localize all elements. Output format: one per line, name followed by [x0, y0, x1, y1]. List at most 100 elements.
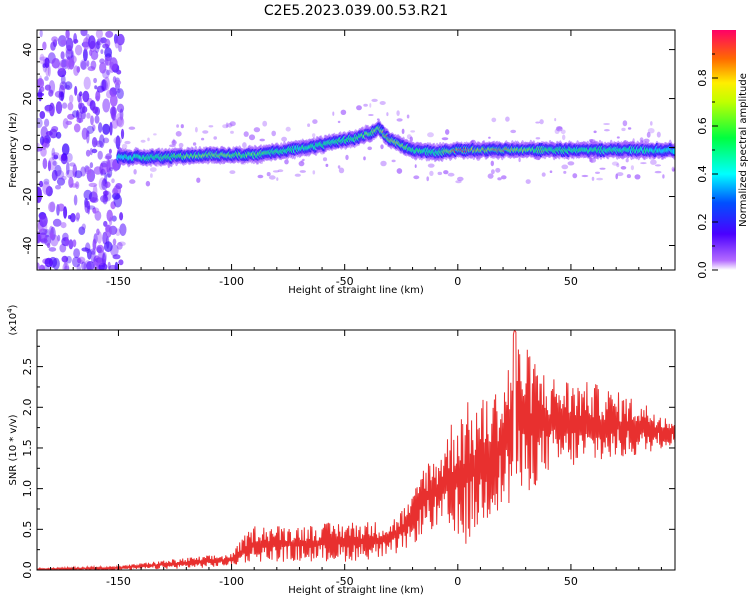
spectrogram-noise-blob [85, 149, 91, 157]
spectrogram-faint-blob [654, 170, 662, 174]
spectrogram-noise-blob [47, 65, 51, 77]
spectrogram-faint-blob [201, 137, 205, 141]
spectrogram-faint-blob [491, 169, 495, 175]
spectrogram-faint-blob [153, 133, 157, 136]
top-y-ticks: -40 -20 0 20 40 [21, 36, 675, 271]
spectrogram-noise-blob [111, 118, 119, 129]
spectrogram-faint-blob [656, 131, 661, 138]
spectrogram-faint-blob [276, 177, 279, 181]
spectrogram-faint-blob [625, 158, 629, 163]
spectrogram-noise-blob [109, 57, 118, 71]
spectrogram-noise-blob [60, 222, 67, 229]
spectrogram-noise-blob [76, 117, 84, 123]
spectrogram-noise-blob [116, 88, 124, 100]
spectrogram-faint-blob [391, 159, 396, 163]
y-tick-label: 40 [21, 43, 34, 57]
spectrogram-faint-blob [634, 174, 641, 180]
spectrogram-faint-blob [429, 170, 434, 176]
spectrogram-noise-blob [87, 248, 92, 260]
y-tick-label: 20 [21, 92, 34, 106]
spectrogram-noise-blob [64, 256, 68, 270]
spectrogram-noise-blob [81, 261, 87, 270]
spectrogram-faint-blob [202, 130, 209, 134]
spectrogram-noise-blob [40, 126, 48, 139]
spectrogram-faint-blob [549, 170, 553, 173]
spectrogram-noise-blob [73, 248, 80, 259]
spectrogram-noise-blob [118, 241, 126, 247]
spectrogram-faint-blob [243, 131, 249, 137]
colorbar-tick-label: 0.6 [696, 117, 709, 135]
spectrogram-noise-blob [65, 120, 73, 125]
spectrogram-noise-blob [67, 102, 74, 111]
spectrogram-noise-blob [95, 30, 103, 39]
spectrogram-faint-blob [312, 133, 316, 138]
spectrogram-faint-blob [627, 127, 632, 130]
spectrogram-noise-blob [61, 143, 70, 156]
spectrogram-faint-blob [437, 171, 443, 176]
spectrogram-noise-blob [83, 76, 91, 90]
spectrogram-noise-blob [109, 94, 118, 107]
spectrogram-faint-blob [225, 122, 229, 128]
spectrogram-noise-blob [109, 87, 117, 97]
spectrogram-faint-blob [555, 126, 563, 132]
y-tick-label: 1.5 [21, 439, 34, 457]
spectrogram-noise-blob [44, 118, 50, 128]
spectrogram-noise-blob [87, 205, 96, 210]
spectrogram-noise-blob [106, 173, 111, 178]
spectrogram-noise-blob [100, 195, 109, 203]
spectrogram-noise-blob [116, 33, 125, 46]
spectrogram-noise-blob [112, 76, 117, 83]
spectrogram-faint-blob [277, 169, 284, 173]
x-tick-label: -100 [219, 275, 244, 288]
spectrogram-noise-blob [72, 110, 79, 118]
spectrogram-noise-blob [80, 30, 88, 37]
spectrogram-faint-blob [616, 172, 624, 177]
spectrogram-faint-blob [367, 146, 373, 151]
spectrogram-noise-blob [105, 153, 112, 160]
spectrogram-faint-blob [495, 167, 501, 173]
spectrogram-faint-blob [406, 114, 410, 119]
spectrogram-faint-blob [501, 175, 507, 180]
spectrogram-noise-blob [37, 262, 40, 270]
spectrogram-noise-blob [81, 127, 88, 140]
spectrogram-noise-blob [116, 116, 125, 128]
y-tick-label: 1.0 [21, 480, 34, 498]
colorbar [712, 30, 736, 270]
spectrogram-faint-blob [505, 116, 510, 122]
spectrogram-faint-blob [271, 130, 277, 137]
spectrogram-noise-blob [118, 43, 122, 53]
spectrogram-noise-blob [96, 38, 101, 46]
spectrogram-noise-blob [44, 104, 53, 112]
spectrogram-noise-blob [57, 203, 65, 212]
spectrogram-noise-blob [57, 234, 61, 242]
top-x-ticks: -150 -100 -50 0 50 [50, 30, 662, 288]
spectrogram-noise-blob [62, 102, 68, 109]
spectrogram-noise-blob [89, 148, 93, 156]
spectrogram-noise-blob [73, 65, 79, 76]
spectrogram-faint-blob [222, 124, 229, 129]
top-x-axis-label: Height of straight line (km) [288, 285, 424, 296]
spectrogram-noise-blob [42, 158, 48, 170]
spectrogram-noise-blob [91, 148, 98, 154]
spectrogram-noise-blob [107, 159, 117, 170]
spectrogram-noise-blob [88, 182, 98, 188]
spectrogram-noise-blob [81, 247, 89, 252]
spectrogram-noise-blob [42, 41, 47, 51]
spectrogram-noise-blob [52, 218, 62, 227]
spectrogram-faint-blob [396, 168, 403, 174]
spectrogram-faint-blob [196, 177, 201, 183]
spectrogram-noise-blob [74, 85, 78, 96]
spectrogram-noise-blob [104, 56, 112, 66]
spectrogram-noise-blob [51, 169, 58, 182]
spectrogram-noise-blob [60, 153, 68, 165]
spectrogram-noise-blob [63, 206, 68, 219]
spectrogram-faint-blob [338, 167, 345, 174]
spectrogram-faint-blob [337, 165, 341, 169]
spectrogram-faint-blob [603, 123, 610, 125]
spectrogram-faint-blob [229, 121, 236, 127]
spectrogram-noise-blob [38, 264, 46, 270]
spectrogram-noise-blob [80, 166, 86, 177]
spectrogram-noise-blob [119, 108, 124, 121]
spectrogram-noise-blob [43, 178, 50, 185]
spectrogram-noise-blob [92, 124, 96, 132]
